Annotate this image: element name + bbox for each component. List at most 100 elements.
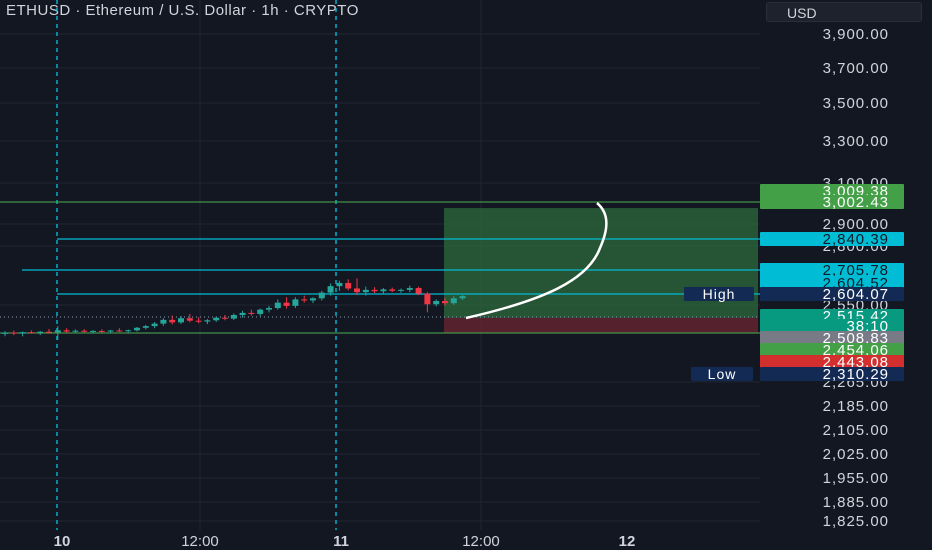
y-tick-label: 3,500.00 <box>823 95 889 112</box>
candle-body <box>336 282 343 287</box>
price-axis-labels: 3,009.383,002.432,840.392,705.782,604.52… <box>684 183 904 383</box>
candle-body <box>178 318 184 323</box>
candle-body <box>90 330 96 332</box>
candle <box>398 288 404 293</box>
candle-body <box>204 320 211 322</box>
price-label-text: 2,840.39 <box>823 231 889 248</box>
candle <box>442 297 448 306</box>
price-label-text: 2,310.29 <box>823 366 889 383</box>
extreme-tag-text: Low <box>708 366 737 382</box>
candle <box>90 330 96 334</box>
price-label-bg <box>760 331 904 345</box>
candle <box>72 329 79 334</box>
candle-body <box>389 289 396 291</box>
candle <box>459 295 466 300</box>
y-tick-label: 3,900.00 <box>823 26 889 43</box>
candle <box>336 280 343 291</box>
candle-body <box>354 288 360 293</box>
price-levels <box>0 201 760 334</box>
price-label-bg <box>760 287 904 301</box>
candle <box>81 329 88 333</box>
candle <box>274 299 281 310</box>
price-label-text: 3,002.43 <box>823 194 889 211</box>
candle <box>283 297 290 309</box>
price-label-text: 2,705.78 <box>823 262 889 279</box>
candle-body <box>450 298 457 304</box>
chart-header-title: ETHUSD · Ethereum / U.S. Dollar · 1h · C… <box>6 2 359 19</box>
price-label-bg <box>760 276 904 290</box>
candle <box>327 283 334 296</box>
candle <box>10 330 17 336</box>
candle-body <box>19 332 26 334</box>
candle <box>125 329 132 333</box>
price-label-text: 38:10 <box>846 318 889 335</box>
candle-body <box>46 331 52 333</box>
extreme-tag-bg <box>691 367 753 381</box>
candle-body <box>283 302 290 306</box>
candle-body <box>318 292 325 299</box>
x-tick-label: 11 <box>333 533 349 550</box>
candle-body <box>406 288 413 290</box>
candle <box>195 317 202 324</box>
candle <box>239 310 246 318</box>
candle <box>371 287 378 294</box>
price-label-bg <box>760 184 904 198</box>
candle <box>415 286 422 296</box>
candle-body <box>442 301 448 304</box>
candles <box>2 278 466 340</box>
candle-body <box>116 330 123 332</box>
candle <box>142 324 149 330</box>
x-tick-label: 10 <box>54 533 71 550</box>
candle-body <box>151 323 158 327</box>
candle <box>248 309 255 316</box>
candle-body <box>230 315 237 319</box>
candle <box>63 328 70 333</box>
price-label: 38:10 <box>760 318 904 335</box>
candle <box>310 297 316 304</box>
time-axis: 10 12:00 11 12:00 12 <box>54 533 636 550</box>
candle <box>19 331 26 337</box>
price-label-bg <box>760 319 904 333</box>
price-axis: 3,900.003,700.003,500.003,300.003,100.00… <box>823 26 889 530</box>
y-tick-label: 2,105.00 <box>823 422 889 439</box>
candle <box>54 326 61 340</box>
price-label-bg <box>760 195 904 209</box>
y-tick-label: 2,185.00 <box>823 398 889 415</box>
candle-body <box>239 312 246 316</box>
candle <box>98 329 105 333</box>
candle-body <box>2 332 8 334</box>
price-label-bg <box>760 343 904 357</box>
y-tick-label: 3,300.00 <box>823 133 889 150</box>
candle <box>257 308 264 317</box>
price-label: 2,443.08 <box>760 354 904 371</box>
candle-body <box>37 331 44 333</box>
price-label: 2,840.39 <box>760 231 904 248</box>
projection-curve <box>465 202 608 320</box>
candle <box>380 288 387 294</box>
y-tick-label: 1,825.00 <box>823 513 889 530</box>
candle <box>134 326 140 332</box>
y-tick-label: 2,025.00 <box>823 446 889 463</box>
candle-body <box>213 317 220 321</box>
candle <box>389 287 396 293</box>
price-label: 2,508.83 <box>760 330 904 347</box>
candle-body <box>327 286 334 293</box>
price-label-bg <box>760 263 904 277</box>
candle-body <box>371 289 378 292</box>
price-label-bg <box>760 355 904 369</box>
candle-body <box>160 319 167 324</box>
candle <box>37 330 44 336</box>
currency-button[interactable]: USD <box>766 2 922 22</box>
extreme-tag-text: High <box>703 286 736 302</box>
candle-body <box>186 318 193 321</box>
candle <box>116 328 123 332</box>
candle <box>28 330 35 334</box>
candle <box>230 313 237 320</box>
candle-body <box>362 289 369 293</box>
candle-body <box>345 282 352 289</box>
candle-body <box>10 332 17 334</box>
candle <box>345 279 352 291</box>
candle <box>450 296 457 305</box>
candle-body <box>98 330 105 332</box>
